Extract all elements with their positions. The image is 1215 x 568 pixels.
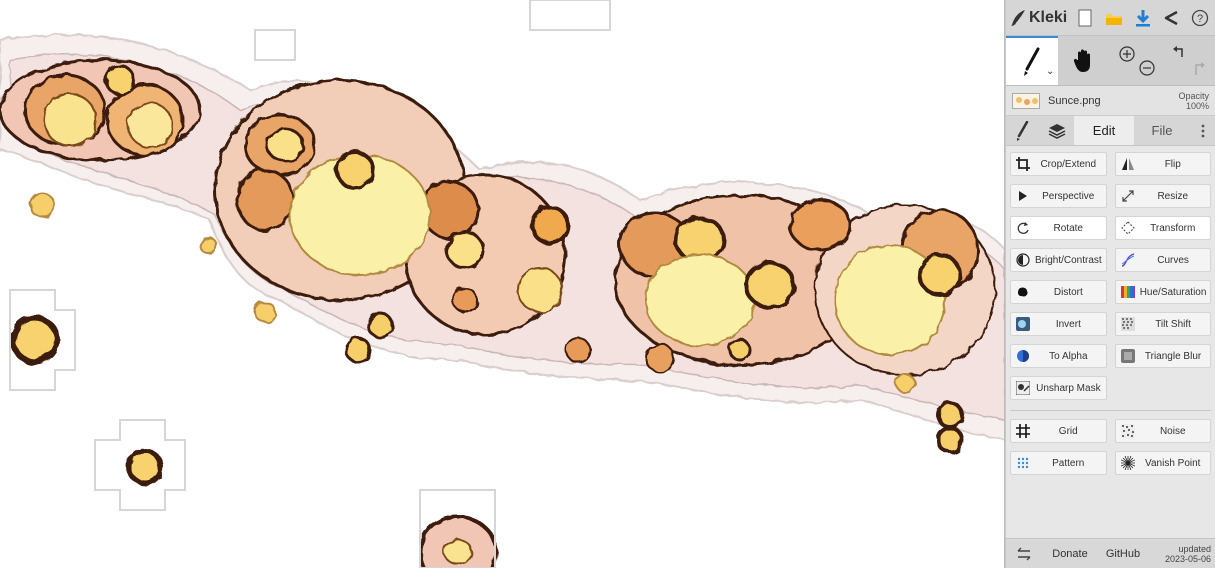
brush-icon (1017, 120, 1029, 141)
curves-button[interactable]: Curves (1114, 248, 1212, 272)
layer-name: Sunce.png (1048, 94, 1101, 107)
perspective-icon (1015, 188, 1031, 204)
pattern-icon (1015, 455, 1031, 471)
vanish-point-icon (1120, 455, 1136, 471)
updated-date: 2023-05-06 (1164, 553, 1211, 564)
triangle-blur-button[interactable]: Triangle Blur (1114, 344, 1212, 368)
transform-button[interactable]: Transform (1114, 216, 1211, 240)
tab-row: Edit File (1006, 116, 1215, 146)
distort-icon (1015, 284, 1031, 300)
footer: Donate GitHub updated 2023-05-06 (1006, 538, 1215, 568)
top-bar: Kleki ? (1006, 0, 1215, 36)
tab-layers[interactable] (1040, 116, 1074, 145)
brush-tool-button[interactable]: ⌄ (1006, 36, 1059, 85)
zoom-buttons (1111, 36, 1163, 85)
invert-button[interactable]: Invert (1010, 312, 1107, 336)
distort-button[interactable]: Distort (1010, 280, 1107, 304)
crop-extend-button[interactable]: Crop/Extend (1010, 152, 1107, 176)
crop-icon (1015, 156, 1031, 172)
new-document-button[interactable] (1074, 6, 1096, 30)
tab-brush[interactable] (1006, 116, 1040, 145)
save-browser-button[interactable] (1103, 6, 1125, 30)
noise-button[interactable]: Noise (1114, 419, 1211, 443)
tab-edit[interactable]: Edit (1074, 116, 1134, 145)
layer-thumbnail (1012, 92, 1040, 109)
chevron-down-icon: ⌄ (1046, 66, 1055, 77)
undo-icon[interactable] (1171, 45, 1189, 63)
flip-button[interactable]: Flip (1114, 152, 1211, 176)
grid-icon (1015, 423, 1031, 439)
hand-icon (1074, 49, 1091, 72)
rotate-icon (1015, 220, 1031, 236)
github-link[interactable]: GitHub (1105, 547, 1141, 560)
curves-icon (1120, 252, 1136, 268)
resize-icon (1120, 188, 1136, 204)
invert-icon (1015, 316, 1031, 332)
layer-row[interactable]: Sunce.png Opacity 100% (1006, 86, 1215, 116)
history-buttons (1163, 36, 1215, 85)
opacity-label: Opacity (1178, 90, 1209, 101)
updated-info[interactable]: updated 2023-05-06 (1148, 539, 1215, 568)
brightness-icon (1015, 252, 1031, 268)
help-icon: ? (1191, 9, 1209, 26)
hue-saturation-icon (1120, 284, 1136, 300)
flip-icon (1120, 156, 1136, 172)
hand-tool-button[interactable] (1058, 36, 1110, 85)
help-button[interactable]: ? (1189, 6, 1211, 30)
separator (1010, 410, 1211, 411)
swap-icon (1017, 547, 1031, 560)
download-button[interactable] (1132, 6, 1154, 30)
tab-file[interactable]: File (1151, 123, 1173, 138)
resize-button[interactable]: Resize (1114, 184, 1211, 208)
tilt-shift-button[interactable]: Tilt Shift (1114, 312, 1212, 336)
rotate-button[interactable]: Rotate (1010, 216, 1107, 240)
noise-icon (1120, 423, 1136, 439)
to-alpha-icon (1015, 348, 1031, 364)
layers-icon (1048, 123, 1066, 139)
drawing-canvas[interactable] (0, 0, 1005, 568)
pattern-button[interactable]: Pattern (1010, 451, 1107, 475)
zoom-out-icon[interactable] (1138, 59, 1156, 77)
tilt-shift-icon (1120, 316, 1136, 332)
updated-label: updated (1178, 543, 1211, 554)
zoom-in-icon[interactable] (1118, 45, 1136, 63)
hue-saturation-button[interactable]: Hue/Saturation (1114, 280, 1212, 304)
vanish-point-button[interactable]: Vanish Point (1114, 451, 1211, 475)
perspective-button[interactable]: Perspective (1010, 184, 1107, 208)
app-logo-text: Kleki (1029, 8, 1068, 26)
opacity-value: 100% (1185, 100, 1209, 111)
swap-sides-button[interactable] (1006, 539, 1042, 568)
bright-contrast-button[interactable]: Bright/Contrast (1010, 248, 1107, 272)
share-icon (1165, 10, 1178, 25)
tool-row: ⌄ (1006, 36, 1215, 86)
share-button[interactable] (1160, 6, 1182, 30)
more-menu-button[interactable] (1190, 116, 1215, 145)
sidebar: Kleki ? ⌄ (1005, 0, 1215, 568)
transform-icon (1120, 220, 1136, 236)
new-document-icon (1078, 9, 1092, 26)
redo-icon[interactable] (1189, 59, 1207, 77)
unsharp-mask-icon (1015, 380, 1031, 396)
folder-icon (1105, 13, 1122, 25)
svg-text:?: ? (1197, 13, 1203, 25)
layer-opacity: Opacity 100% (1178, 91, 1209, 111)
download-icon (1135, 9, 1150, 26)
to-alpha-button[interactable]: To Alpha (1010, 344, 1107, 368)
grid-button[interactable]: Grid (1010, 419, 1107, 443)
more-vertical-icon (1201, 124, 1204, 137)
triangle-blur-icon (1120, 348, 1136, 364)
artwork (0, 0, 1004, 568)
app-logo[interactable]: Kleki (1010, 9, 1074, 27)
donate-link[interactable]: Donate (1052, 547, 1088, 560)
unsharp-mask-button[interactable]: Unsharp Mask (1010, 376, 1107, 400)
kleki-logo-icon (1010, 9, 1026, 27)
edit-panel: Crop/Extend Flip Perspective Resize Rota… (1006, 146, 1215, 546)
brush-icon (1024, 47, 1040, 76)
